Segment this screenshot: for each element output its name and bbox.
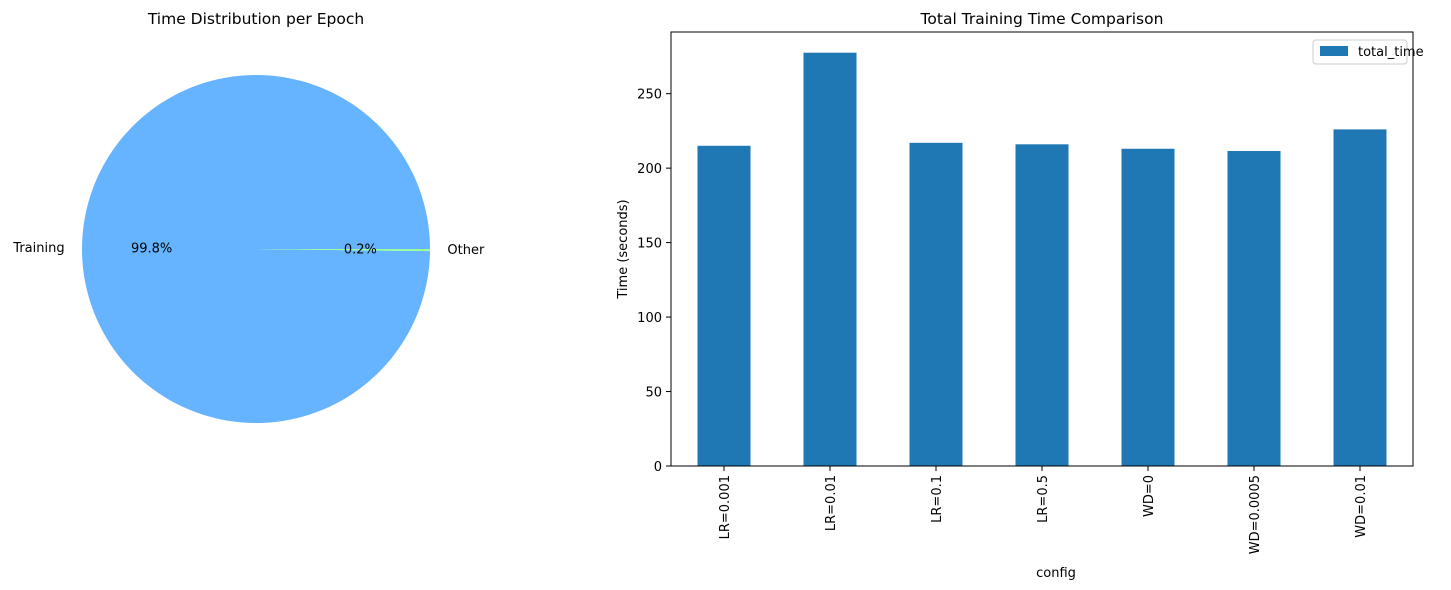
y-axis-label: Time (seconds) [616, 199, 631, 299]
bar-LR=0.001 [697, 145, 751, 466]
bar-LR=0.5 [1015, 144, 1069, 467]
legend-label: total_time [1358, 45, 1424, 60]
pie-slice-other [256, 249, 430, 252]
pie-chart-title: Time Distribution per Epoch [147, 10, 364, 28]
bar-LR=0.1 [909, 142, 963, 466]
pie-slice-training [81, 75, 430, 424]
x-tick-label: WD=0.01 [1354, 475, 1369, 538]
bar-WD=0 [1121, 148, 1175, 466]
y-tick-label: 200 [637, 162, 662, 177]
pie-pct-training: 99.8% [131, 241, 172, 256]
x-axis-label: config [1036, 566, 1076, 581]
x-tick-label: LR=0.5 [1036, 475, 1051, 523]
x-tick-label: LR=0.1 [930, 475, 945, 523]
x-tick-label: WD=0.0005 [1248, 475, 1263, 554]
pie-label-training: Training [12, 241, 64, 256]
bar-LR=0.01 [803, 52, 857, 467]
x-tick-label: LR=0.01 [824, 475, 839, 531]
y-tick-label: 0 [654, 460, 662, 475]
x-tick-label: LR=0.001 [718, 475, 733, 539]
y-tick-label: 50 [645, 386, 662, 401]
legend-swatch [1320, 46, 1348, 56]
bar-WD=0.0005 [1227, 151, 1281, 466]
bar-chart: Total Training Time Comparison 0 50 100 150… [616, 10, 1424, 581]
y-tick-label: 100 [637, 311, 662, 326]
y-tick-label: 250 [637, 88, 662, 103]
plot-frame [670, 31, 1414, 467]
y-tick-label: 150 [637, 237, 662, 252]
legend: total_time [1312, 39, 1424, 65]
pie-label-other: Other [447, 243, 485, 258]
bar-WD=0.01 [1333, 129, 1387, 467]
pie-pct-other: 0.2% [344, 243, 377, 258]
bar-chart-title: Total Training Time Comparison [920, 10, 1164, 28]
x-tick-label: WD=0 [1142, 475, 1157, 517]
pie-chart: Time Distribution per Epoch Training 99.8… [12, 10, 485, 424]
